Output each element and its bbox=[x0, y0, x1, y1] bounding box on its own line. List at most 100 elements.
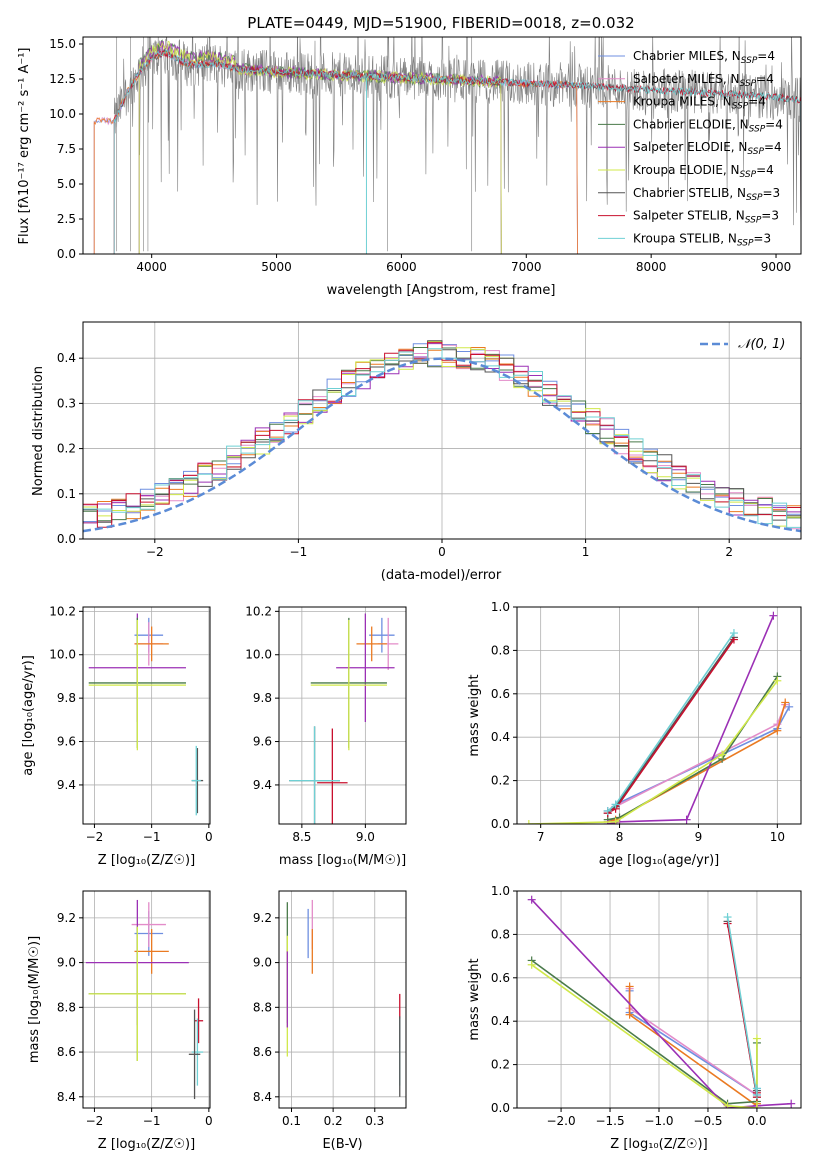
y-tick-label: 10.0 bbox=[49, 648, 76, 662]
y-tick-label: 0.1 bbox=[57, 487, 76, 501]
y-tick-label: 9.6 bbox=[253, 735, 272, 749]
data-point bbox=[752, 1084, 761, 1093]
legend-label: Chabrier STELIB, NSSP=3 bbox=[633, 186, 780, 203]
legend-subscript: SSP bbox=[746, 193, 763, 203]
x-tick-label: −1.0 bbox=[644, 1114, 673, 1128]
errorbar-point-chabrier-stelib bbox=[188, 1009, 201, 1100]
legend-label: Salpeter STELIB, NSSP=3 bbox=[633, 209, 779, 226]
y-tick-label: 9.8 bbox=[253, 691, 272, 705]
data-point bbox=[773, 676, 782, 685]
x-tick-label: −2 bbox=[146, 545, 164, 559]
histogram-salpeter-stelib bbox=[83, 342, 801, 528]
legend-entry: Salpeter STELIB, NSSP=3 bbox=[598, 209, 779, 226]
series-line bbox=[528, 680, 778, 824]
mass-weight-vs-age-chart: 7 8 9 10 0.0 0.2 0.4 0.6 0.8 1.0 age [log₁₀(age/yr… bbox=[467, 600, 802, 868]
y-tick-label: 8.6 bbox=[253, 1045, 272, 1059]
residual-histogram: −2 −1 0 1 2 0.0 0.1 0.2 0.3 0.4 (data-model)/error… bbox=[31, 321, 802, 583]
x-axis-label: mass [log₁₀(M/M☉)] bbox=[279, 853, 406, 868]
legend-text: Kroupa STELIB, N bbox=[633, 231, 737, 245]
x-tick-label: −2.0 bbox=[546, 1114, 575, 1128]
legend-suffix: =3 bbox=[763, 186, 781, 200]
spectrum-chart: 4000 5000 6000 7000 8000 9000 0.0 2.5 5.0 7.5 10.0… bbox=[17, 14, 802, 298]
legend-suffix: =3 bbox=[753, 231, 771, 245]
y-tick-label: 0.2 bbox=[491, 774, 510, 788]
x-tick-label: −1 bbox=[290, 545, 308, 559]
axes-frame bbox=[82, 890, 211, 1109]
errorbar-point-kroupa-elodie bbox=[88, 926, 186, 1062]
data-point bbox=[787, 1099, 796, 1108]
y-tick-label: 0.0 bbox=[57, 532, 76, 546]
errorbar-point-kroupa-stelib bbox=[191, 1018, 204, 1086]
model-spectrum-kroupa-elodie bbox=[138, 40, 502, 254]
data-point bbox=[625, 982, 634, 991]
axes-frame bbox=[82, 606, 211, 825]
series-kroupa-miles bbox=[603, 698, 790, 824]
x-tick-label: 9.0 bbox=[356, 830, 375, 844]
y-tick-label: 0.8 bbox=[491, 643, 510, 657]
legend-subscript: SSP bbox=[749, 124, 766, 134]
legend-suffix: =4 bbox=[756, 72, 774, 86]
axes-frame bbox=[278, 606, 407, 825]
data-point bbox=[773, 726, 782, 735]
data-point bbox=[718, 750, 727, 759]
y-tick-label: 10.2 bbox=[245, 604, 272, 618]
series-line bbox=[607, 632, 735, 812]
y-tick-label: 10.0 bbox=[49, 107, 76, 121]
x-axis-label: Z [log₁₀(Z/Z☉)] bbox=[98, 1137, 195, 1152]
y-tick-label: 1.0 bbox=[491, 884, 510, 898]
legend-text: Salpeter ELODIE, N bbox=[633, 140, 747, 154]
x-tick-label: 8 bbox=[616, 830, 624, 844]
model-spectrum-kroupa-stelib bbox=[113, 50, 801, 254]
errorbar-point-chabrier-miles bbox=[369, 617, 395, 653]
legend-text: Salpeter STELIB, N bbox=[633, 209, 745, 223]
y-tick-label: 9.0 bbox=[253, 956, 272, 970]
y-tick-label: 0.8 bbox=[491, 927, 510, 941]
legend-text: Kroupa ELODIE, N bbox=[633, 163, 740, 177]
legend-text: Kroupa MILES, N bbox=[633, 95, 732, 109]
y-tick-label: 5.0 bbox=[57, 177, 76, 191]
plot-area bbox=[88, 613, 204, 816]
y-tick-label: 8.6 bbox=[57, 1045, 76, 1059]
legend-text: Salpeter MILES, N bbox=[633, 72, 740, 86]
x-tick-label: 7 bbox=[537, 830, 545, 844]
y-tick-label: 9.6 bbox=[57, 735, 76, 749]
y-axis-label: age [log₁₀(age/yr)] bbox=[21, 655, 36, 776]
x-tick-label: 0.0 bbox=[747, 1114, 766, 1128]
errorbar-point-kroupa-miles bbox=[134, 626, 169, 662]
series-line bbox=[726, 916, 758, 1096]
legend-subscript: SSP bbox=[745, 216, 762, 226]
x-tick-label: 0 bbox=[205, 1114, 213, 1128]
series-chabrier-elodie bbox=[603, 672, 782, 824]
x-tick-label: 8.5 bbox=[292, 830, 311, 844]
errorbar-point-kroupa-miles bbox=[134, 929, 169, 974]
age-vs-mass-chart: 8.5 9.0 9.4 9.6 9.8 10.0 10.2 mass [log₁₀(M/M☉)… bbox=[245, 604, 407, 868]
y-tick-label: 9.0 bbox=[57, 956, 76, 970]
errorbar-point-kroupa-miles bbox=[356, 626, 387, 662]
axes-frame bbox=[82, 321, 802, 540]
legend-label: Kroupa MILES, NSSP=4 bbox=[633, 95, 766, 112]
legend-text: Chabrier ELODIE, N bbox=[633, 117, 749, 131]
series-salpeter-elodie bbox=[603, 611, 778, 824]
errorbar-point-kroupa-stelib bbox=[289, 726, 340, 824]
x-tick-label: 0 bbox=[205, 830, 213, 844]
legend-suffix: =4 bbox=[764, 140, 782, 154]
y-tick-label: 8.4 bbox=[253, 1090, 272, 1104]
y-tick-label: 9.2 bbox=[57, 911, 76, 925]
legend-label: Chabrier MILES, NSSP=4 bbox=[633, 49, 775, 66]
plot-area bbox=[93, 37, 801, 254]
y-tick-label: 12.5 bbox=[49, 72, 76, 86]
y-tick-label: 8.8 bbox=[57, 1000, 76, 1014]
data-point bbox=[527, 960, 536, 969]
axes-frame bbox=[82, 36, 802, 255]
legend-text: Chabrier STELIB, N bbox=[633, 186, 746, 200]
x-tick-label: 9 bbox=[695, 830, 703, 844]
legend-label: Kroupa ELODIE, NSSP=4 bbox=[633, 163, 774, 180]
series-kroupa-stelib bbox=[723, 913, 761, 1099]
y-axis-label: Normed distribution bbox=[31, 366, 46, 496]
x-tick-label: 0.1 bbox=[282, 1114, 301, 1128]
x-tick-label: −1 bbox=[143, 1114, 161, 1128]
legend-label: Salpeter ELODIE, NSSP=4 bbox=[633, 140, 782, 157]
y-tick-label: 9.2 bbox=[253, 911, 272, 925]
legend-entry: Kroupa STELIB, NSSP=3 bbox=[598, 231, 771, 248]
series-kroupa-elodie bbox=[524, 676, 782, 824]
